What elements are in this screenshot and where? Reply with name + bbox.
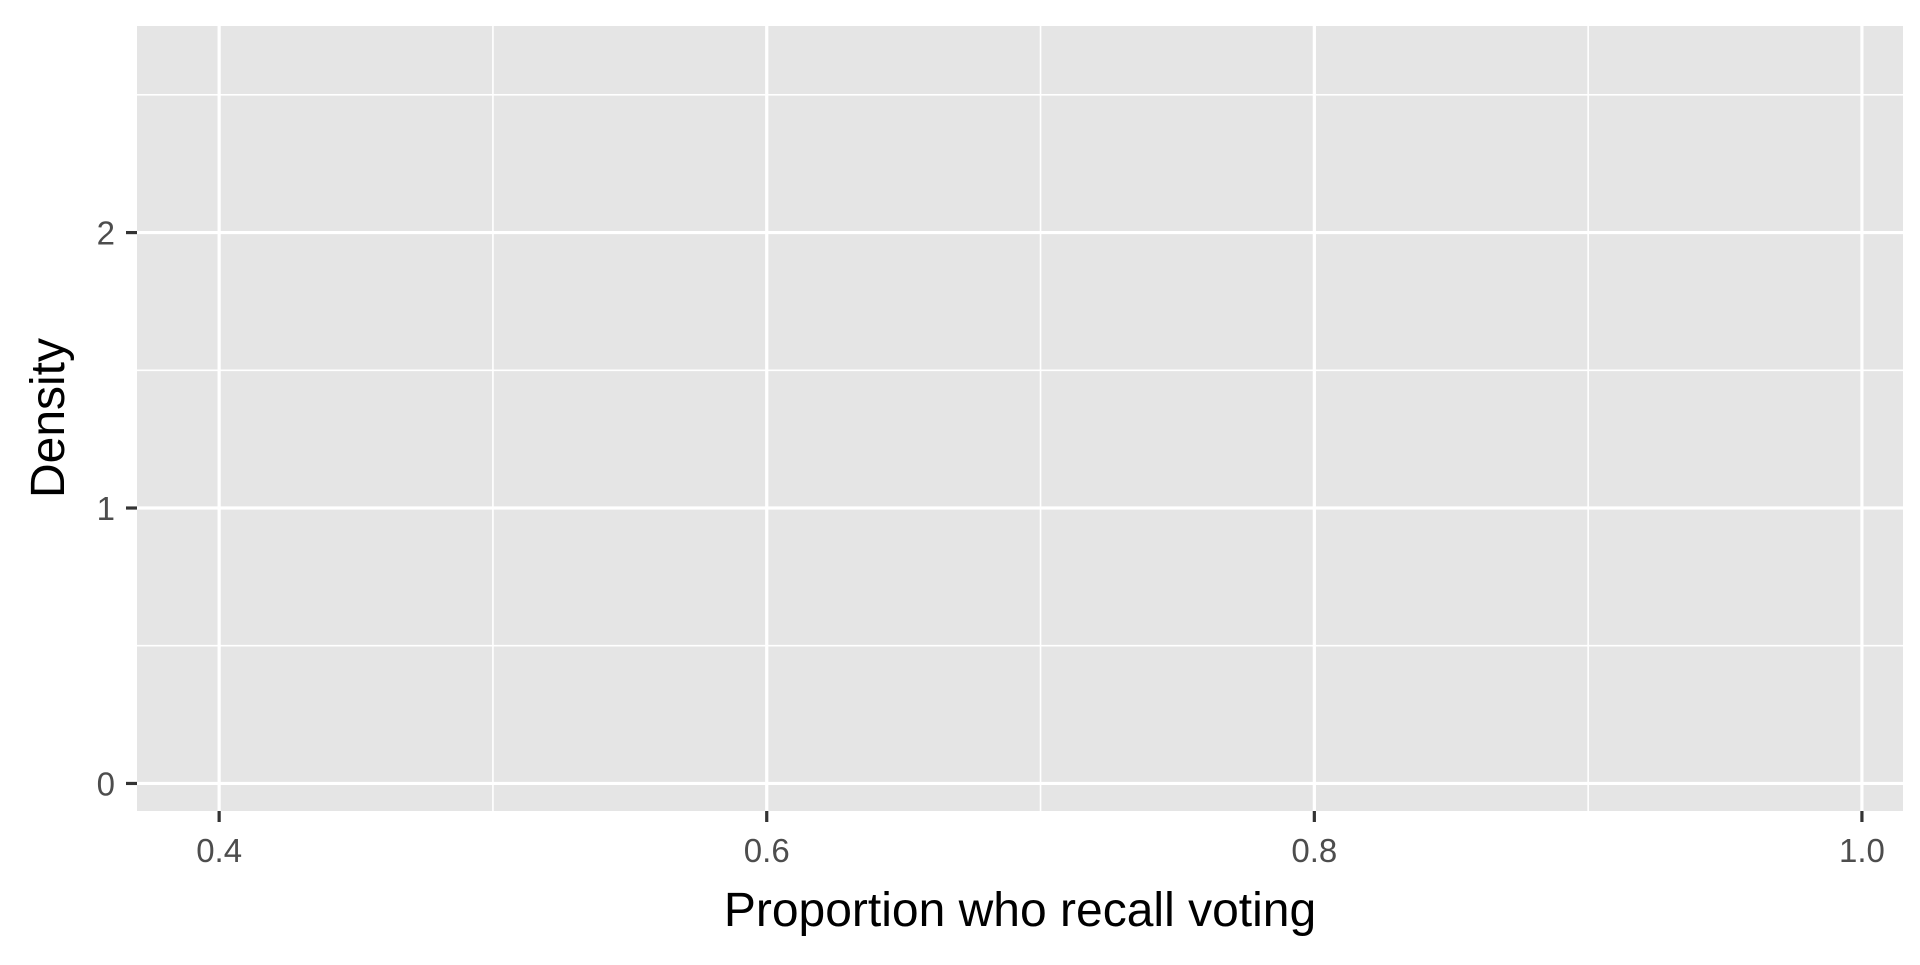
y-tick-label: 2 bbox=[97, 215, 115, 252]
x-tick-label: 0.6 bbox=[744, 832, 790, 869]
x-axis-title: Proportion who recall voting bbox=[724, 884, 1316, 937]
x-tick-label: 0.8 bbox=[1291, 832, 1337, 869]
y-tick-label: 0 bbox=[97, 765, 115, 802]
x-axis: 0.4 0.6 0.8 1.0 bbox=[196, 811, 1885, 869]
y-tick-label: 1 bbox=[97, 490, 115, 527]
plot-panel bbox=[137, 26, 1903, 811]
major-gridlines bbox=[137, 26, 1903, 811]
x-tick-label: 1.0 bbox=[1839, 832, 1885, 869]
y-axis-title: Density bbox=[22, 338, 75, 498]
minor-gridlines bbox=[137, 26, 1903, 811]
x-tick-label: 0.4 bbox=[196, 832, 242, 869]
y-axis: 0 1 2 bbox=[97, 215, 137, 802]
